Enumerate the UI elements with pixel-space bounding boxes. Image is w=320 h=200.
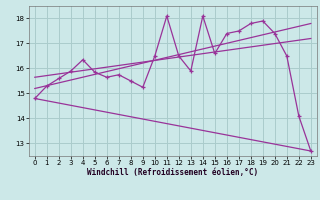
X-axis label: Windchill (Refroidissement éolien,°C): Windchill (Refroidissement éolien,°C) — [87, 168, 258, 177]
